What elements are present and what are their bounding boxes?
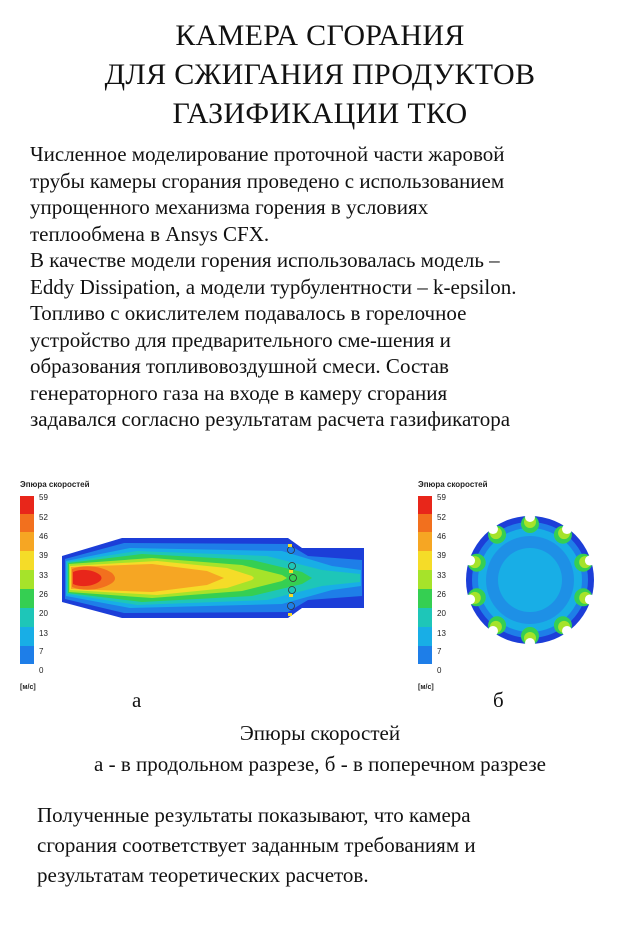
legend-tick: 39 <box>39 551 48 560</box>
legend-swatch <box>20 608 34 627</box>
figure-label-b: б <box>493 688 504 712</box>
notch-hole <box>465 594 476 605</box>
notch-hole <box>487 625 498 636</box>
intro-line: Eddy Dissipation, а модели турбулентност… <box>30 274 517 299</box>
legend-colorbar <box>20 496 34 664</box>
legend-tick: 20 <box>39 609 48 618</box>
legend-tick: 46 <box>437 532 446 541</box>
intro-line: упрощенного механизма горения в условиях <box>30 195 429 219</box>
intro-line: генераторного газа на входе в камеру сго… <box>30 380 448 405</box>
legend-tick: 13 <box>39 629 48 638</box>
conclusion-line: сгорания соответствует заданным требован… <box>37 833 476 857</box>
legend-tick: 52 <box>437 513 446 522</box>
page-title: КАМЕРА СГОРАНИЯ ДЛЯ СЖИГАНИЯ ПРОДУКТОВ Г… <box>0 16 640 133</box>
legend-ticks: 59 52 46 39 33 26 20 13 7 0 <box>437 493 446 675</box>
legend-ticks: 59 52 46 39 33 26 20 13 7 0 <box>39 493 48 675</box>
legend-title: Эпюра скоростей <box>20 480 90 489</box>
legend-swatch <box>20 514 34 532</box>
legend-tick: 33 <box>437 571 446 580</box>
legend-swatch <box>418 570 432 589</box>
title-line-1: КАМЕРА СГОРАНИЯ <box>175 19 465 52</box>
caption-detail: а - в продольном разрезе, б - в поперечн… <box>94 752 546 776</box>
legend-swatch <box>418 532 432 551</box>
figure-longitudinal-section: Эпюра скоростей 59 52 46 39 33 26 20 13 … <box>12 478 372 698</box>
intro-line: Численное моделирование проточной части … <box>30 142 505 166</box>
notch-hole <box>584 594 595 605</box>
notch-hole <box>562 524 573 535</box>
intro-line: задавался согласно результатам расчета г… <box>30 407 511 431</box>
legend-swatch <box>20 570 34 589</box>
legend-swatch <box>418 496 432 514</box>
title-line-2: ДЛЯ СЖИГАНИЯ ПРОДУКТОВ <box>104 58 536 91</box>
chamber-contour-plot <box>62 538 364 618</box>
legend-tick: 26 <box>39 590 48 599</box>
notch-hole <box>525 512 535 522</box>
legend-colorbar <box>418 496 432 664</box>
legend-tick: 52 <box>39 513 48 522</box>
title-line-3: ГАЗИФИКАЦИИ ТКО <box>172 97 468 130</box>
legend-tick: 59 <box>437 493 446 502</box>
conclusion-line: результатам теоретических расчетов. <box>37 863 369 887</box>
legend-swatch <box>20 532 34 551</box>
legend-tick: 0 <box>39 666 44 675</box>
legend-tick: 33 <box>39 571 48 580</box>
intro-paragraph: Численное моделирование проточной части … <box>30 141 620 433</box>
legend-swatch <box>20 646 34 664</box>
legend-title: Эпюра скоростей <box>418 480 488 489</box>
legend-swatch <box>418 646 432 664</box>
legend-tick: 7 <box>39 647 44 656</box>
legend-tick: 20 <box>437 609 446 618</box>
legend-tick: 0 <box>437 666 442 675</box>
legend-swatch <box>418 514 432 532</box>
notch-hole <box>562 625 573 636</box>
legend-tick: 46 <box>39 532 48 541</box>
notch-hole <box>584 555 595 566</box>
legend-swatch <box>20 627 34 646</box>
intro-line: трубы камеры сгорания проведено с исполь… <box>30 168 505 193</box>
notch-hole <box>525 638 535 648</box>
caption-title: Эпюры скоростей <box>239 721 401 745</box>
legend-unit: [м/с] <box>20 684 36 691</box>
legend-swatch <box>418 627 432 646</box>
intro-line: Топливо с окислителем подавалось в горел… <box>30 301 467 325</box>
notch-hole <box>487 524 498 535</box>
legend-tick: 59 <box>39 493 48 502</box>
intro-line: образования топливовоздушной смеси. Сост… <box>30 354 449 378</box>
legend-swatch <box>20 589 34 608</box>
legend-tick: 26 <box>437 590 446 599</box>
conclusion-line: Полученные результаты показывают, что ка… <box>37 803 471 827</box>
legend-tick: 13 <box>437 629 446 638</box>
intro-line: теплообмена в Ansys CFX. <box>30 221 270 246</box>
intro-line: В качестве модели горения использовалась… <box>30 248 500 272</box>
figure-caption: Эпюры скоростей а - в продольном разрезе… <box>0 718 640 780</box>
legend-swatch <box>20 551 34 570</box>
inlet-notches <box>465 512 595 648</box>
longitudinal-velocity-plot: Эпюра скоростей 59 52 46 39 33 26 20 13 … <box>20 480 364 691</box>
legend-swatch <box>418 608 432 627</box>
conclusion-paragraph: Полученные результаты показывают, что ка… <box>37 800 617 890</box>
cross-section-velocity-plot: Эпюра скоростей 59 52 46 39 33 26 20 13 … <box>418 480 595 691</box>
legend-swatch <box>418 551 432 570</box>
legend-swatch <box>418 589 432 608</box>
legend-swatch <box>20 496 34 514</box>
figure-label-a: а <box>132 688 142 712</box>
legend-tick: 39 <box>437 551 446 560</box>
figure-cross-section: Эпюра скоростей 59 52 46 39 33 26 20 13 … <box>410 478 610 698</box>
legend-unit: [м/с] <box>418 684 434 691</box>
intro-line: устройство для предварительного сме-шени… <box>30 327 451 352</box>
cross-section-disc <box>465 512 595 648</box>
legend-tick: 7 <box>437 647 442 656</box>
notch-hole <box>465 555 476 566</box>
